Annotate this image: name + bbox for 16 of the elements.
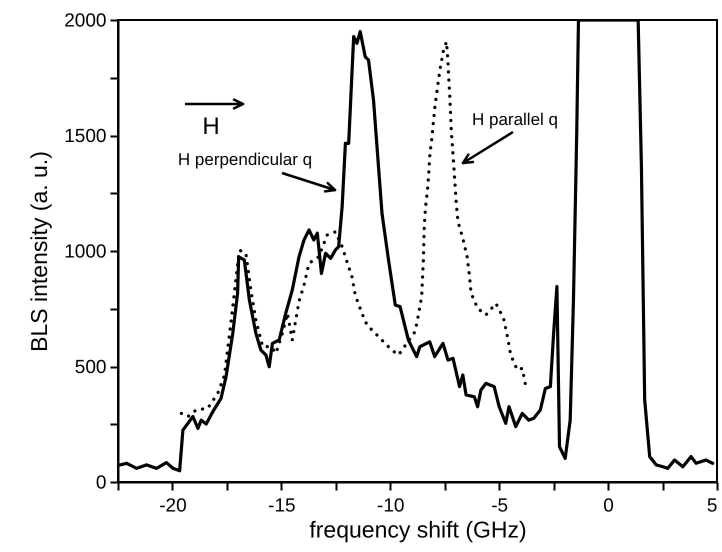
y-tick-label: 1000 — [64, 242, 106, 262]
x-tick-label: -5 — [491, 496, 508, 516]
y-tick-label: 500 — [74, 357, 106, 378]
x-tick-label: 5 — [706, 496, 718, 516]
annotation: H parallel q — [472, 110, 558, 129]
annotation: H perpendicular q — [178, 150, 312, 169]
y-tick-label: 2000 — [64, 10, 106, 32]
x-tick-label: -10 — [377, 496, 405, 516]
x-tick-label: -20 — [159, 496, 187, 516]
x-axis-title: frequency shift (GHz) — [309, 516, 527, 542]
x-tick-label: 0 — [603, 496, 614, 516]
y-tick-label: 1500 — [64, 126, 106, 147]
annotation: H — [202, 113, 220, 140]
y-tick-label: 0 — [96, 472, 106, 494]
y-axis-title: BLS intensity (a. u.) — [26, 151, 52, 352]
x-tick-label: -15 — [268, 496, 296, 516]
